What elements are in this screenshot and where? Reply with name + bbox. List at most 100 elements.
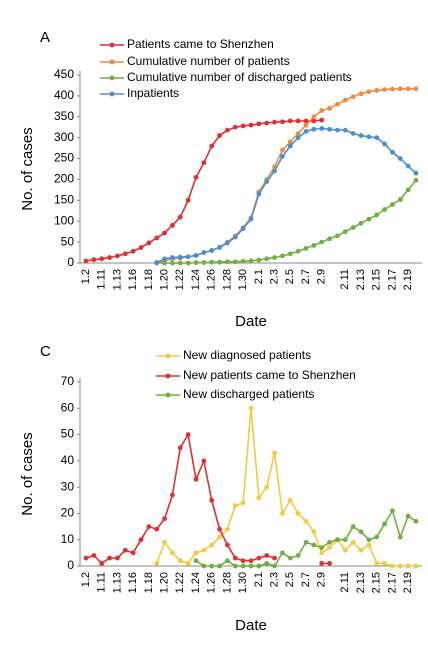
data-point (280, 147, 285, 153)
data-point (201, 160, 207, 166)
data-point (248, 216, 254, 222)
data-point (342, 127, 348, 133)
data-point (225, 127, 230, 133)
data-point (280, 119, 285, 125)
data-point (287, 251, 293, 257)
data-point (154, 260, 160, 265)
x-tick-label: 1.20 (158, 572, 170, 593)
data-point (256, 121, 262, 127)
data-point (319, 550, 325, 556)
data-point (280, 550, 285, 556)
data-point (397, 197, 403, 202)
data-point (374, 88, 380, 93)
legend-marker (165, 353, 171, 359)
y-tick-label: 150 (54, 193, 74, 207)
data-point (319, 117, 325, 123)
data-point (146, 240, 152, 246)
x-tick-label: 1.24 (190, 572, 202, 593)
data-point (287, 143, 293, 149)
data-point (217, 259, 222, 265)
legend-label: New patients came to Shenzhen (183, 368, 356, 382)
data-point (327, 126, 332, 132)
legend-label: Cumulative number of discharged patients (127, 70, 352, 84)
data-point (209, 542, 215, 548)
data-point (272, 450, 277, 456)
y-tick-label: 200 (54, 172, 74, 186)
data-point (366, 537, 372, 543)
data-point (350, 225, 356, 230)
data-point (264, 560, 270, 566)
x-axis-label: Date (235, 313, 267, 330)
x-tick-label: 1.18 (143, 572, 155, 593)
data-point (256, 495, 262, 501)
x-tick-label: 2.9 (316, 572, 328, 587)
x-tick-label: 1.22 (174, 572, 186, 593)
data-point (240, 258, 246, 264)
x-tick-label: 1.28 (221, 572, 233, 593)
data-point (193, 174, 199, 180)
data-point (390, 149, 395, 155)
data-point (287, 497, 293, 503)
data-point (99, 256, 105, 262)
data-point (366, 216, 372, 222)
data-point (350, 94, 356, 100)
data-point (264, 484, 270, 490)
data-point (374, 135, 380, 141)
data-point (358, 220, 364, 226)
data-point (413, 86, 419, 92)
x-tick-label: 2.15 (371, 572, 383, 593)
data-point (272, 119, 277, 125)
data-point (295, 553, 301, 558)
data-point (248, 558, 254, 564)
y-tick-label: 50 (61, 427, 75, 441)
data-point (256, 563, 262, 569)
data-point (382, 141, 387, 147)
data-point (201, 458, 207, 464)
data-point (272, 563, 277, 569)
data-point (217, 526, 222, 532)
data-point (397, 563, 403, 569)
data-point (248, 405, 254, 411)
y-tick-label: 0 (67, 558, 74, 572)
data-point (217, 245, 222, 250)
panel-label: C (40, 343, 51, 360)
x-tick-label: 2.11 (339, 269, 351, 290)
y-tick-label: 30 (61, 479, 75, 493)
data-point (193, 558, 199, 564)
data-point (272, 555, 277, 561)
x-tick-label: 1.30 (237, 572, 249, 593)
data-point (327, 560, 332, 566)
x-tick-label: 2.5 (284, 269, 296, 284)
data-point (335, 537, 340, 543)
data-point (374, 212, 380, 218)
data-point (162, 539, 167, 545)
data-point (374, 560, 380, 566)
data-point (232, 555, 238, 561)
data-point (154, 560, 160, 566)
data-point (382, 87, 387, 93)
x-tick-label: 2.17 (386, 572, 398, 593)
data-point (232, 259, 238, 265)
y-axis-label: No. of cases (19, 127, 36, 210)
x-tick-label: 1.2 (80, 572, 92, 587)
legend-marker (109, 59, 115, 65)
data-point (295, 511, 301, 516)
data-point (390, 202, 395, 207)
data-point (170, 260, 175, 266)
data-point (185, 197, 191, 203)
data-point (311, 114, 317, 120)
data-point (319, 126, 325, 131)
data-point (405, 513, 411, 519)
data-point (374, 534, 380, 540)
data-point (185, 254, 191, 260)
data-point (170, 255, 175, 260)
data-point (311, 243, 317, 248)
data-point (185, 432, 191, 437)
series-line (156, 127, 417, 264)
series-line (85, 432, 330, 565)
data-point (311, 126, 317, 132)
data-point (280, 253, 285, 259)
data-point (413, 518, 419, 524)
data-point (107, 555, 112, 561)
